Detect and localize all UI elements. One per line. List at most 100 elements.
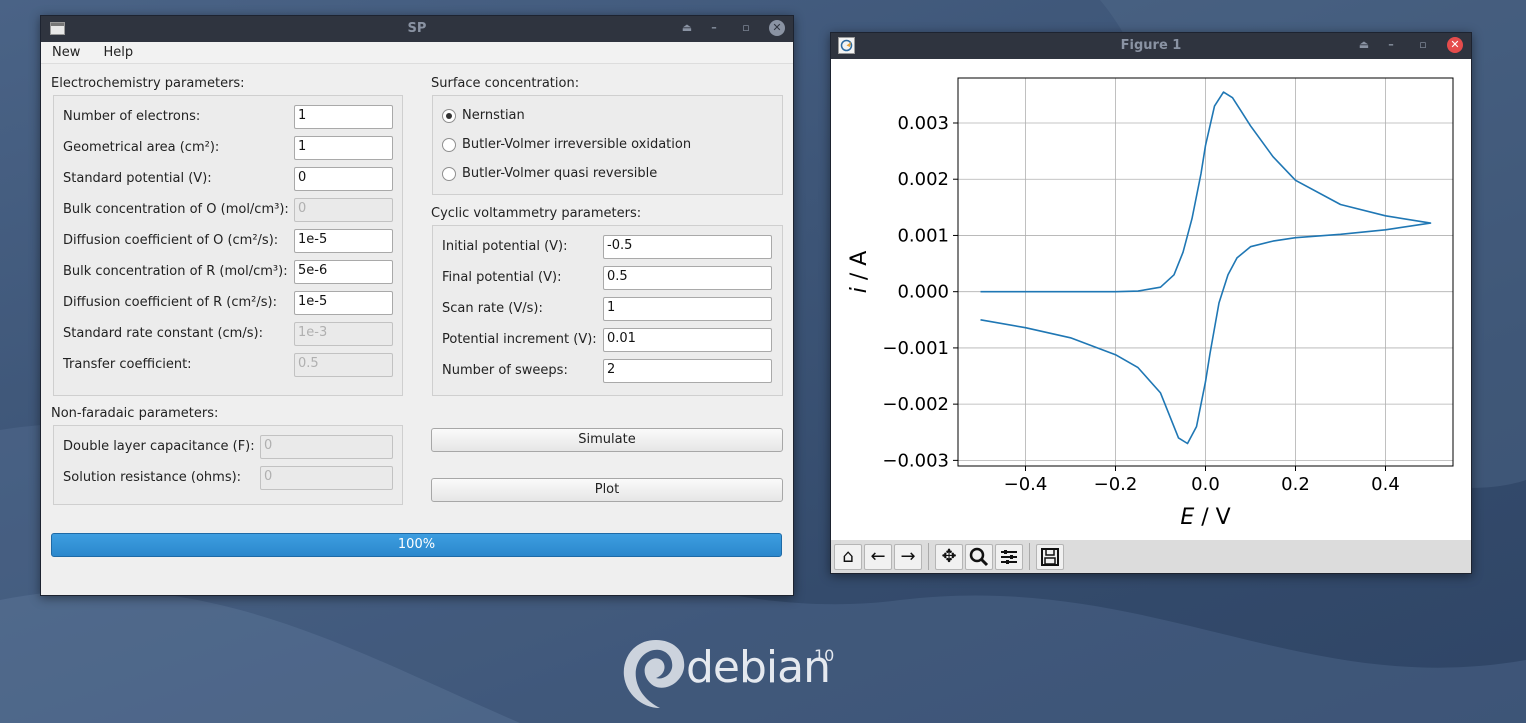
y-tick-label: −0.001 bbox=[882, 338, 949, 359]
nonfaradaic-heading: Non-faradaic parameters: bbox=[51, 406, 219, 421]
param-input: 0.5 bbox=[294, 353, 393, 377]
sp-window: SP ⏏ – ▫ ✕ New Help Electrochemistry par… bbox=[40, 15, 794, 596]
y-tick-label: 0.002 bbox=[897, 169, 949, 190]
close-icon[interactable]: ✕ bbox=[1447, 37, 1463, 53]
shade-icon[interactable]: ⏏ bbox=[1358, 38, 1370, 51]
param-row: Number of sweeps: 2 bbox=[433, 359, 782, 383]
pan-icon[interactable]: ✥ bbox=[935, 544, 963, 570]
param-label: Bulk concentration of R (mol/cm³): bbox=[63, 264, 288, 279]
param-label: Diffusion coefficient of O (cm²/s): bbox=[63, 233, 279, 248]
y-tick-label: 0.000 bbox=[897, 282, 949, 303]
subplots-icon[interactable] bbox=[995, 544, 1023, 570]
param-row: Transfer coefficient: 0.5 bbox=[54, 353, 402, 377]
x-tick-label: −0.2 bbox=[1094, 474, 1138, 495]
shade-icon[interactable]: ⏏ bbox=[681, 21, 693, 34]
param-input[interactable]: 1e-5 bbox=[294, 229, 393, 253]
electro-heading: Electrochemistry parameters: bbox=[51, 76, 245, 91]
param-label: Bulk concentration of O (mol/cm³): bbox=[63, 202, 289, 217]
param-input[interactable]: 0.5 bbox=[603, 266, 772, 290]
debian-swirl-logo bbox=[623, 640, 685, 708]
simulate-button[interactable]: Simulate bbox=[431, 428, 783, 452]
zoom-icon[interactable] bbox=[965, 544, 993, 570]
figure-window-title: Figure 1 bbox=[1120, 38, 1182, 53]
param-label: Diffusion coefficient of R (cm²/s): bbox=[63, 295, 277, 310]
param-label: Double layer capacitance (F): bbox=[63, 439, 255, 454]
param-row: Number of electrons: 1 bbox=[54, 105, 402, 129]
param-input[interactable]: 1e-5 bbox=[294, 291, 393, 315]
param-row: Bulk concentration of R (mol/cm³): 5e-6 bbox=[54, 260, 402, 284]
save-icon[interactable] bbox=[1036, 544, 1064, 570]
param-row: Diffusion coefficient of O (cm²/s): 1e-5 bbox=[54, 229, 402, 253]
radio-button[interactable] bbox=[442, 109, 456, 123]
param-input: 0 bbox=[294, 198, 393, 222]
minimize-icon[interactable]: – bbox=[711, 21, 717, 34]
param-label: Initial potential (V): bbox=[442, 239, 568, 254]
param-input[interactable]: 0.01 bbox=[603, 328, 772, 352]
param-row: Standard rate constant (cm/s): 1e-3 bbox=[54, 322, 402, 346]
y-tick-label: 0.003 bbox=[897, 113, 949, 134]
toolbar-separator bbox=[928, 543, 929, 570]
param-row: Diffusion coefficient of R (cm²/s): 1e-5 bbox=[54, 291, 402, 315]
param-label: Number of sweeps: bbox=[442, 363, 568, 378]
param-input[interactable]: -0.5 bbox=[603, 235, 772, 259]
series-line bbox=[980, 91, 1432, 445]
menubar: New Help bbox=[41, 42, 793, 64]
figure-window: Figure 1 ⏏ – ▫ ✕ −0.4 −0.2 0.0 0.2 0.4 −0.003… bbox=[830, 32, 1472, 574]
param-input[interactable]: 2 bbox=[603, 359, 772, 383]
y-tick-label: 0.001 bbox=[897, 225, 949, 246]
param-input[interactable]: 0 bbox=[294, 167, 393, 191]
progress-bar: 100% bbox=[51, 533, 782, 557]
x-tick-label: 0.4 bbox=[1371, 474, 1400, 495]
param-row: Initial potential (V): -0.5 bbox=[433, 235, 782, 259]
param-row: Scan rate (V/s): 1 bbox=[433, 297, 782, 321]
param-label: Transfer coefficient: bbox=[63, 357, 192, 372]
radio-label: Butler-Volmer irreversible oxidation bbox=[462, 137, 692, 152]
param-row: Potential increment (V): 0.01 bbox=[433, 328, 782, 352]
figure-toolbar: ⌂ ← → ✥ bbox=[831, 540, 1471, 573]
param-input[interactable]: 1 bbox=[294, 136, 393, 160]
matplotlib-icon bbox=[838, 37, 855, 54]
forward-arrow-icon[interactable]: → bbox=[894, 544, 922, 570]
param-label: Final potential (V): bbox=[442, 270, 562, 285]
debian-wordmark: debian bbox=[686, 642, 831, 693]
radio-label: Butler-Volmer quasi reversible bbox=[462, 166, 658, 181]
param-label: Geometrical area (cm²): bbox=[63, 140, 220, 155]
param-input[interactable]: 1 bbox=[294, 105, 393, 129]
param-input: 0 bbox=[260, 435, 393, 459]
y-tick-label: −0.003 bbox=[882, 450, 949, 471]
x-tick-label: 0.0 bbox=[1191, 474, 1220, 495]
param-row: Double layer capacitance (F): 0 bbox=[54, 435, 402, 459]
param-label: Standard rate constant (cm/s): bbox=[63, 326, 263, 341]
param-row: Final potential (V): 0.5 bbox=[433, 266, 782, 290]
minimize-icon[interactable]: – bbox=[1388, 38, 1394, 51]
radio-button[interactable] bbox=[442, 138, 456, 152]
param-row: Bulk concentration of O (mol/cm³): 0 bbox=[54, 198, 402, 222]
back-arrow-icon[interactable]: ← bbox=[864, 544, 892, 570]
param-label: Scan rate (V/s): bbox=[442, 301, 543, 316]
param-row: Standard potential (V): 0 bbox=[54, 167, 402, 191]
param-input: 0 bbox=[260, 466, 393, 490]
x-tick-label: 0.2 bbox=[1281, 474, 1310, 495]
voltammogram-plot[interactable]: −0.4 −0.2 0.0 0.2 0.4 −0.003 −0.002 −0.001 0.000… bbox=[831, 60, 1471, 540]
electro-group: Number of electrons: 1 Geometrical area (c… bbox=[53, 95, 403, 396]
sp-titlebar[interactable]: SP ⏏ – ▫ ✕ bbox=[41, 16, 793, 42]
param-label: Standard potential (V): bbox=[63, 171, 212, 186]
menu-help[interactable]: Help bbox=[103, 45, 134, 60]
figure-titlebar[interactable]: Figure 1 ⏏ – ▫ ✕ bbox=[831, 33, 1471, 59]
sp-window-title: SP bbox=[407, 21, 427, 36]
param-label: Potential increment (V): bbox=[442, 332, 597, 347]
param-label: Number of electrons: bbox=[63, 109, 201, 124]
param-input[interactable]: 5e-6 bbox=[294, 260, 393, 284]
x-axis-label: E / V bbox=[1180, 505, 1230, 530]
menu-new[interactable]: New bbox=[52, 45, 81, 60]
radio-label: Nernstian bbox=[462, 108, 525, 123]
plot-button[interactable]: Plot bbox=[431, 478, 783, 502]
close-icon[interactable]: ✕ bbox=[769, 20, 785, 36]
maximize-icon[interactable]: ▫ bbox=[742, 21, 750, 34]
radio-button[interactable] bbox=[442, 167, 456, 181]
param-row: Geometrical area (cm²): 1 bbox=[54, 136, 402, 160]
app-window-icon bbox=[50, 22, 65, 35]
param-input[interactable]: 1 bbox=[603, 297, 772, 321]
maximize-icon[interactable]: ▫ bbox=[1419, 38, 1427, 51]
home-icon[interactable]: ⌂ bbox=[834, 544, 862, 570]
